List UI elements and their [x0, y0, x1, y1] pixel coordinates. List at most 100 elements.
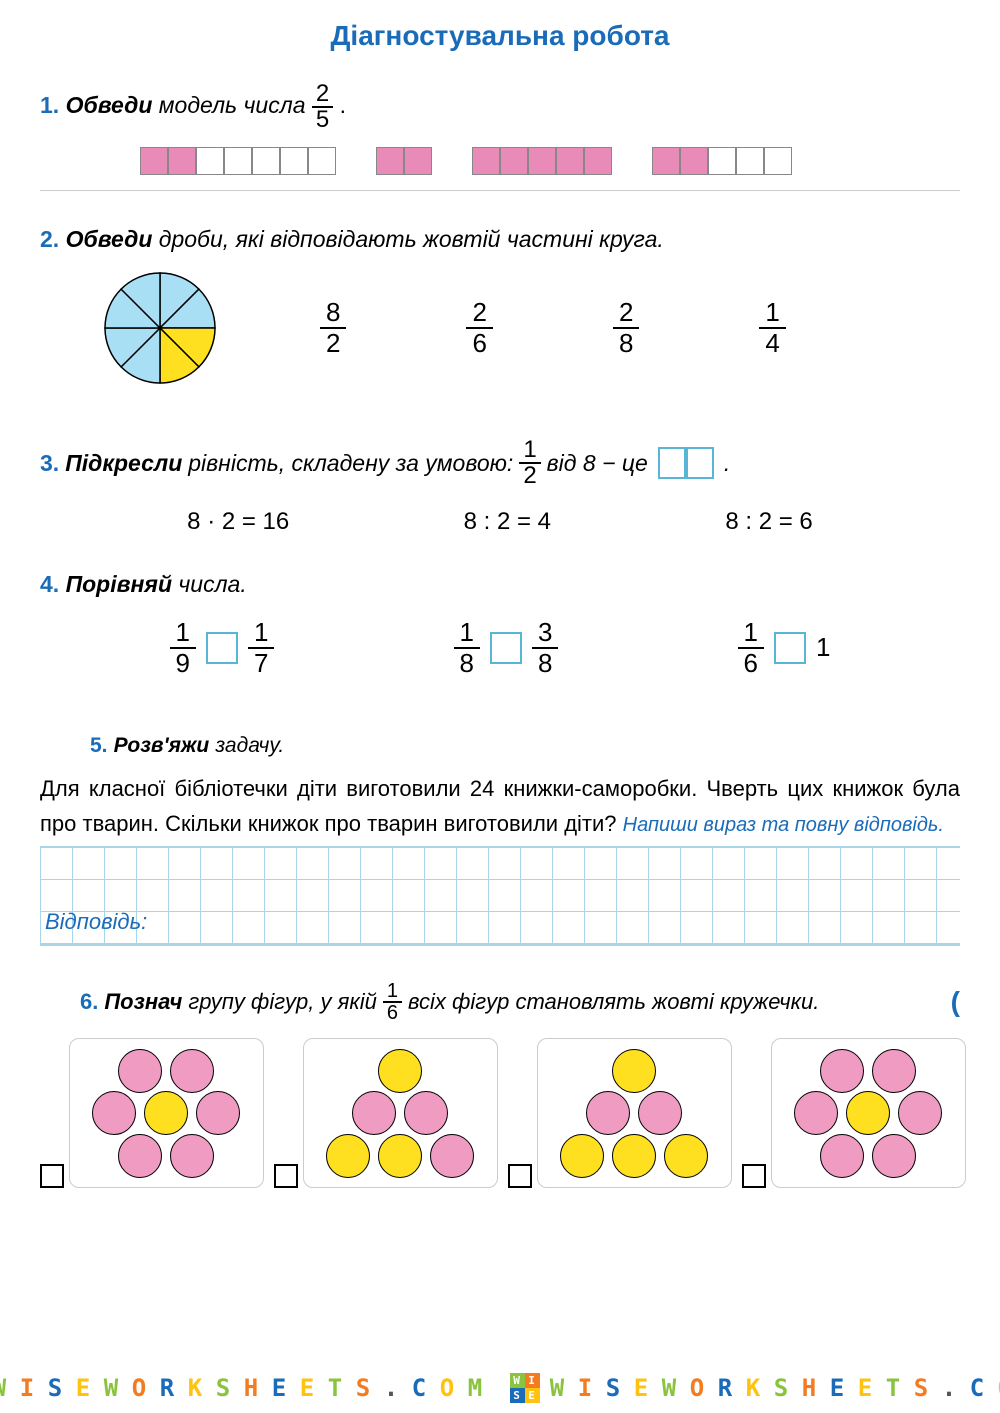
compare-box[interactable]	[206, 632, 238, 664]
task-5-number: 5.	[90, 734, 108, 757]
watermark-char: H	[797, 1373, 823, 1403]
task-6-bold: Познач	[104, 989, 182, 1015]
bar-cell	[404, 147, 432, 175]
comparison-group: 1838	[454, 618, 559, 677]
watermark-char: M	[463, 1373, 489, 1403]
comparison-group: 1917	[170, 618, 275, 677]
bar-cell	[528, 147, 556, 175]
circles-box[interactable]	[69, 1038, 264, 1188]
circle-shape	[326, 1134, 370, 1178]
task-5-body: Для класної бібліотечки діти виготовили …	[40, 771, 960, 841]
fraction-option[interactable]: 28	[613, 298, 639, 357]
fraction-left: 18	[454, 618, 480, 677]
fraction-denominator: 5	[312, 108, 333, 132]
watermark-char: K	[741, 1373, 767, 1403]
watermark-char: I	[573, 1373, 599, 1403]
equation-option[interactable]: 8 : 2 = 4	[464, 508, 551, 536]
watermark-char: C	[407, 1373, 433, 1403]
bar-group[interactable]	[652, 147, 792, 175]
answer-box[interactable]	[686, 447, 714, 479]
task-6-rest-b: всіх фігур становлять жовті кружечки.	[408, 989, 819, 1015]
bar-cell	[584, 147, 612, 175]
watermark-char: E	[825, 1373, 851, 1403]
task-3-rest-a: рівність, складену за умовою:	[188, 450, 513, 477]
circle-shape	[144, 1091, 188, 1135]
circle-group-item	[742, 1038, 966, 1188]
task-3-bold: Підкресли	[65, 450, 182, 477]
circle-group-item	[508, 1038, 732, 1188]
bar-group[interactable]	[472, 147, 612, 175]
task-6-header: 6. Познач групу фігур, у якій 1 6 всіх ф…	[80, 981, 960, 1023]
circle-shape	[378, 1134, 422, 1178]
bar-group[interactable]	[376, 147, 432, 175]
watermark-char: W	[99, 1373, 125, 1403]
task-3-equations: 8 · 2 = 16 8 : 2 = 4 8 : 2 = 6	[40, 508, 960, 536]
fraction-left: 16	[738, 618, 764, 677]
circle-shape	[846, 1091, 890, 1135]
circle-shape	[820, 1134, 864, 1178]
circles-box[interactable]	[303, 1038, 498, 1188]
bar-cell	[556, 147, 584, 175]
fraction-right: 38	[532, 618, 558, 677]
circle-shape	[170, 1134, 214, 1178]
task-6: 6. Познач групу фігур, у якій 1 6 всіх ф…	[40, 981, 960, 1188]
bar-cell	[224, 147, 252, 175]
task-5: 5. Розв'яжи задачу. Для класної бібліоте…	[40, 727, 960, 946]
task-2-row: 82 26 28 14	[100, 268, 960, 388]
watermark: WISEWISEWORKSHEETS.COM	[0, 1373, 490, 1403]
watermark-char: .	[937, 1373, 963, 1403]
watermark-char: O	[127, 1373, 153, 1403]
circle-shape	[612, 1049, 656, 1093]
circle-group-item	[40, 1038, 264, 1188]
fraction-option[interactable]: 14	[759, 298, 785, 357]
fraction-denominator: 6	[383, 1003, 402, 1023]
circle-group-item	[274, 1038, 498, 1188]
circle-shape	[118, 1134, 162, 1178]
bar-cell	[168, 147, 196, 175]
checkbox[interactable]	[742, 1164, 766, 1188]
task-2-fractions: 82 26 28 14	[320, 298, 786, 357]
watermark-char: S	[601, 1373, 627, 1403]
circle-shape	[794, 1091, 838, 1135]
circle-shape	[664, 1134, 708, 1178]
compare-box[interactable]	[490, 632, 522, 664]
task-5-bold: Розв'яжи	[114, 734, 210, 757]
task-3-number: 3.	[40, 450, 59, 477]
fraction-option[interactable]: 82	[320, 298, 346, 357]
checkbox[interactable]	[274, 1164, 298, 1188]
circles-box[interactable]	[537, 1038, 732, 1188]
task-5-instruction: Напиши вираз та повну відповідь.	[623, 814, 944, 836]
task-1-rest: модель числа	[159, 92, 306, 118]
circle-shape	[872, 1134, 916, 1178]
answer-grid[interactable]: Відповідь:	[40, 846, 960, 946]
fraction-numerator: 1	[383, 981, 402, 1003]
bar-group[interactable]	[140, 147, 336, 175]
pie-chart	[100, 268, 220, 388]
circle-shape	[92, 1091, 136, 1135]
paren-icon: (	[951, 986, 960, 1018]
answer-boxes[interactable]	[658, 447, 714, 479]
watermark-char: E	[853, 1373, 879, 1403]
equation-option[interactable]: 8 · 2 = 16	[187, 508, 289, 536]
circle-shape	[118, 1049, 162, 1093]
task-1-header: 1. Обведи модель числа 2 5 .	[40, 82, 960, 132]
task-5-rest: задачу.	[215, 734, 284, 757]
task-3-fraction: 1 2	[519, 438, 540, 488]
fraction-option[interactable]: 26	[466, 298, 492, 357]
compare-box[interactable]	[774, 632, 806, 664]
fraction-denominator: 2	[519, 464, 540, 488]
checkbox[interactable]	[40, 1164, 64, 1188]
answer-box[interactable]	[658, 447, 686, 479]
circle-shape	[872, 1049, 916, 1093]
comparison-group: 161	[738, 618, 831, 677]
bar-cell	[252, 147, 280, 175]
watermark-char: R	[155, 1373, 181, 1403]
equation-option[interactable]: 8 : 2 = 6	[725, 508, 812, 536]
circle-shape	[612, 1134, 656, 1178]
answer-label: Відповідь:	[45, 904, 147, 939]
bar-cell	[196, 147, 224, 175]
checkbox[interactable]	[508, 1164, 532, 1188]
watermark-char: S	[909, 1373, 935, 1403]
watermark-char: H	[239, 1373, 265, 1403]
circles-box[interactable]	[771, 1038, 966, 1188]
